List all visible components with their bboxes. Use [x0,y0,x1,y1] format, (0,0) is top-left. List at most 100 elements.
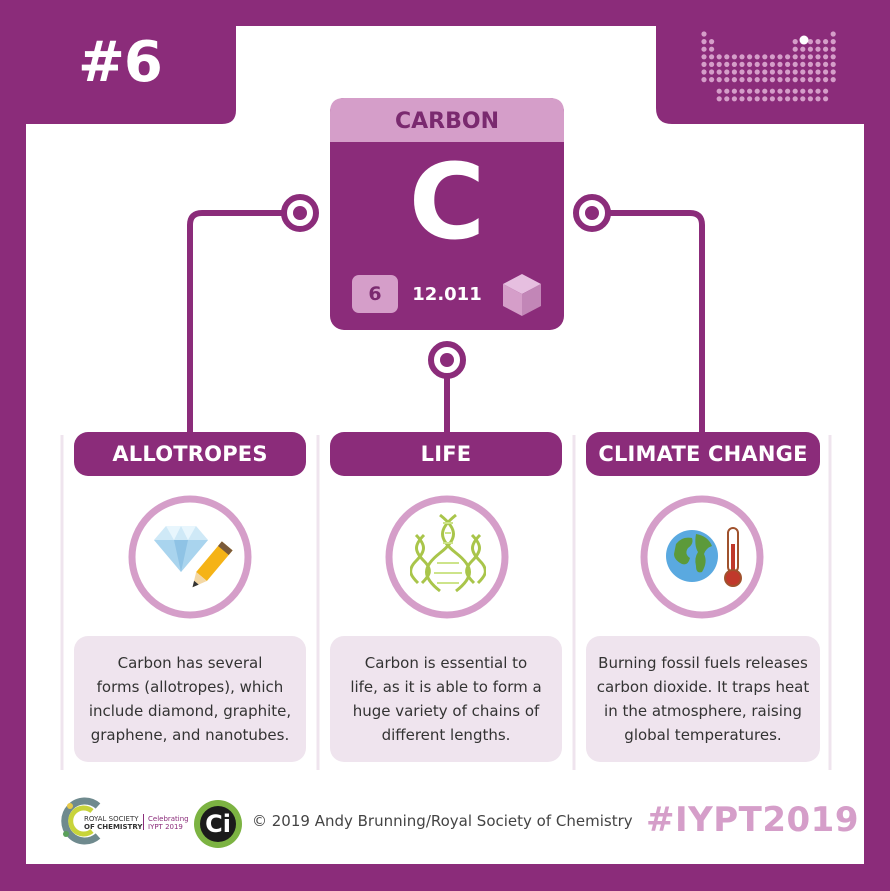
section-title-climate-change: CLIMATE CHANGE [598,442,808,466]
periodic-table-dot [823,46,829,52]
footer-divider [143,814,144,830]
description-line: huge variety of chains of [352,702,540,720]
periodic-table-dot [830,69,836,75]
periodic-table-dot [731,61,737,67]
periodic-table-dot [701,54,707,60]
periodic-table-dot [724,88,730,94]
periodic-table-dot [823,39,829,45]
periodic-table-dot [716,77,722,83]
periodic-table-dot [815,77,821,83]
periodic-table-dot [807,88,813,94]
periodic-table-dot [777,69,783,75]
periodic-table-dot [709,77,715,83]
periodic-table-dot [747,61,753,67]
periodic-table-dot [754,77,760,83]
periodic-table-dot [709,46,715,52]
periodic-table-dot [800,96,806,102]
periodic-table-dot [762,69,768,75]
periodic-table-dot [769,54,775,60]
periodic-table-dot [747,96,753,102]
periodic-table-dot [785,88,791,94]
periodic-table-dot [830,39,836,45]
section-title-allotropes: ALLOTROPES [112,442,268,466]
periodic-table-dot [739,54,745,60]
periodic-table-dot [807,69,813,75]
periodic-table-dot [800,46,806,52]
periodic-table-dot [785,96,791,102]
periodic-table-dot [754,88,760,94]
periodic-table-dot [800,61,806,67]
periodic-table-dot [724,69,730,75]
periodic-table-dot [777,77,783,83]
description-line: global temperatures. [624,726,782,744]
section-title-life: LIFE [420,442,472,466]
dna-icon [410,513,486,593]
periodic-table-dot [709,54,715,60]
periodic-table-dot [716,88,722,94]
periodic-table-dot [731,77,737,83]
periodic-table-dot [823,69,829,75]
element-symbol: C [408,141,486,263]
periodic-table-dot [823,88,829,94]
hashtag-iypt2019: #IYPT2019 [646,800,859,840]
element-number-badge: #6 [78,30,163,95]
periodic-table-dot [830,46,836,52]
periodic-table-dot [709,39,715,45]
periodic-table-dot [754,54,760,60]
description-line: Carbon is essential to [364,654,528,672]
ci-logo-text: Ci [205,810,231,838]
diamond-pencil-icon [154,526,233,588]
rsc-logo-icon [61,797,101,845]
periodic-table-dot [807,96,813,102]
rsc-line: ROYAL SOCIETY [84,815,139,823]
description-line: life, as it is able to form a [350,678,542,696]
description-line: include diamond, graphite, [88,702,292,720]
description-line: in the atmosphere, raising [604,702,802,720]
celebrating-iypt-text: Celebrating IYPT 2019 [148,815,189,831]
periodic-table-dot [731,96,737,102]
periodic-table-dot [792,46,798,52]
periodic-table-dot [777,61,783,67]
periodic-table-dot [823,77,829,83]
periodic-table-dot [830,31,836,37]
periodic-table-dot [777,96,783,102]
periodic-table-dot [807,39,813,45]
periodic-table-dot [815,46,821,52]
periodic-table-dot [731,69,737,75]
periodic-table-dot [807,77,813,83]
periodic-table-dot [754,69,760,75]
periodic-table-dot [724,54,730,60]
periodic-table-dot [815,39,821,45]
periodic-table-dot [701,61,707,67]
periodic-table-dot [785,54,791,60]
description-line: forms (allotropes), which [96,678,284,696]
periodic-table-dot [807,61,813,67]
periodic-table-dot [769,77,775,83]
periodic-table-dot [762,88,768,94]
periodic-table-dot [800,77,806,83]
periodic-table-dot [747,77,753,83]
periodic-table-dot [800,54,806,60]
description-line: Carbon has several [117,654,263,672]
description-line: carbon dioxide. It traps heat [596,678,810,696]
periodic-table-dot [815,96,821,102]
periodic-table-dot [709,61,715,67]
periodic-table-dot [701,69,707,75]
periodic-table-dot [709,69,715,75]
periodic-table-dot [724,77,730,83]
periodic-table-dot [792,88,798,94]
periodic-table-dot [823,96,829,102]
periodic-table-dot [815,88,821,94]
periodic-table-dot [769,96,775,102]
periodic-table-dot [739,96,745,102]
periodic-table-dot [815,69,821,75]
periodic-table-dot [785,69,791,75]
periodic-table-dot [701,77,707,83]
periodic-table-dot [701,31,707,37]
description-life: Carbon is essential to life, as it is ab… [330,636,562,762]
periodic-table-dot [762,96,768,102]
description-line: Burning fossil fuels releases [598,654,808,672]
periodic-table-dot [716,61,722,67]
cube-solid-icon [503,274,541,316]
periodic-table-dot [701,46,707,52]
